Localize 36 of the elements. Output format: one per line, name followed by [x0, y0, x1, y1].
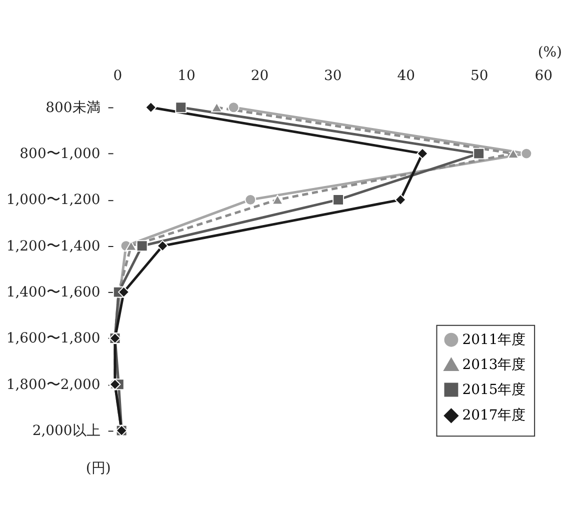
legend-label: 2017年度: [462, 408, 526, 424]
x-tick-label: 30: [324, 68, 342, 84]
y-tick-label: 1,800〜2,000: [6, 376, 100, 393]
y-tick-label: 800未満: [46, 100, 100, 116]
point: [136, 240, 148, 252]
x-tick-label: 50: [470, 68, 488, 84]
point: [145, 102, 157, 114]
point: [118, 286, 130, 298]
point: [244, 194, 256, 206]
point: [125, 240, 137, 251]
x-tick-label: 20: [250, 68, 269, 84]
point: [175, 102, 187, 114]
y-tick-label: 1,600〜1,800: [6, 330, 100, 347]
text: (円): [86, 460, 111, 477]
point: [508, 148, 519, 159]
y-tick-label: 1,200〜1,400: [6, 238, 100, 254]
text: (%): [538, 44, 562, 60]
y-tick-label: 2,000以上: [32, 423, 100, 440]
legend-label: 2013年度: [462, 356, 526, 373]
x-tick-label: 10: [178, 68, 196, 84]
point: [520, 148, 532, 160]
y-tick-label: 800〜1,000: [20, 146, 100, 162]
point: [272, 194, 284, 205]
y-tick-label: 1,400〜1,600: [6, 284, 100, 301]
x-tick-label: 60: [534, 68, 553, 84]
y-tick-label: 1,000〜1,200: [6, 192, 100, 208]
point: [156, 240, 168, 252]
point: [332, 194, 344, 206]
point: [416, 148, 428, 160]
x-tick-label: 0: [113, 68, 122, 84]
point: [473, 148, 485, 160]
legend-label: 2015年度: [462, 382, 526, 398]
x-tick-label: 40: [397, 68, 416, 84]
point: [228, 102, 240, 114]
legend-label: 2011年度: [462, 332, 526, 348]
point: [394, 194, 406, 206]
